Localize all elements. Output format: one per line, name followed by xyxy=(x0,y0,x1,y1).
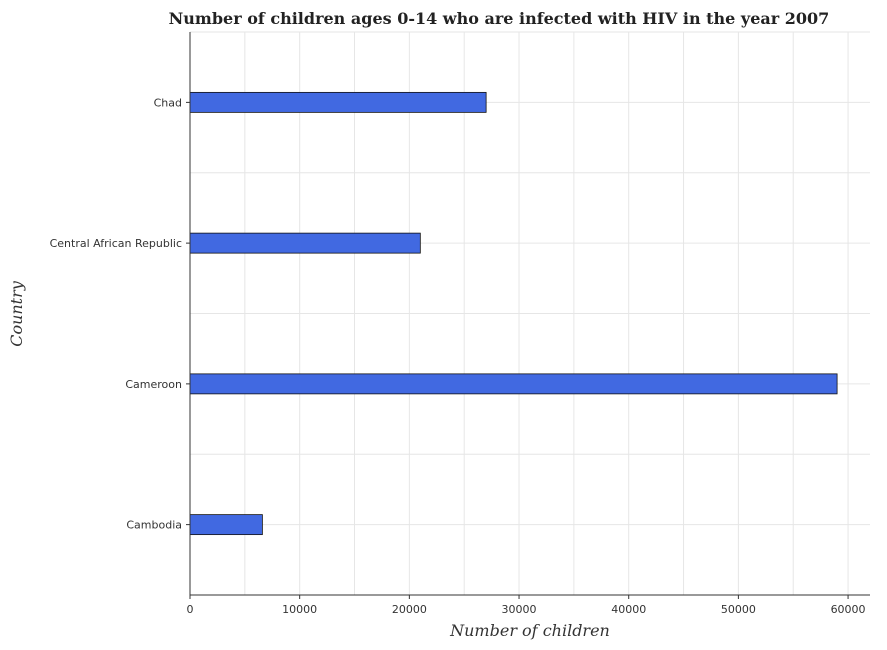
x-tick-label: 50000 xyxy=(721,603,756,616)
y-tick-label: Central African Republic xyxy=(50,237,182,250)
bar-cambodia xyxy=(189,514,263,536)
y-axis-label: Country xyxy=(7,280,26,347)
x-tick-label: 40000 xyxy=(611,603,646,616)
x-tick-label: 0 xyxy=(187,603,194,616)
bar-central-african-republic xyxy=(189,232,421,254)
y-tick-label: Cambodia xyxy=(126,519,182,532)
y-tick-label: Cameroon xyxy=(125,378,182,391)
x-tick-label: 20000 xyxy=(392,603,427,616)
x-axis-label: Number of children xyxy=(449,621,610,640)
x-tick-labels: 0 10000 20000 30000 40000 50000 60000 xyxy=(187,595,866,616)
horizontal-gridlines xyxy=(190,31,870,596)
y-tick-label: Chad xyxy=(154,96,182,109)
bar-chad xyxy=(189,91,487,113)
x-tick-label: 60000 xyxy=(831,603,866,616)
y-tick-labels: Cambodia Cameroon Central African Republic… xyxy=(50,96,190,532)
bars xyxy=(189,91,838,536)
x-tick-label: 30000 xyxy=(502,603,537,616)
chart-title: Number of children ages 0-14 who are inf… xyxy=(169,9,830,28)
x-tick-label: 10000 xyxy=(282,603,317,616)
bar-cameroon xyxy=(189,373,838,395)
